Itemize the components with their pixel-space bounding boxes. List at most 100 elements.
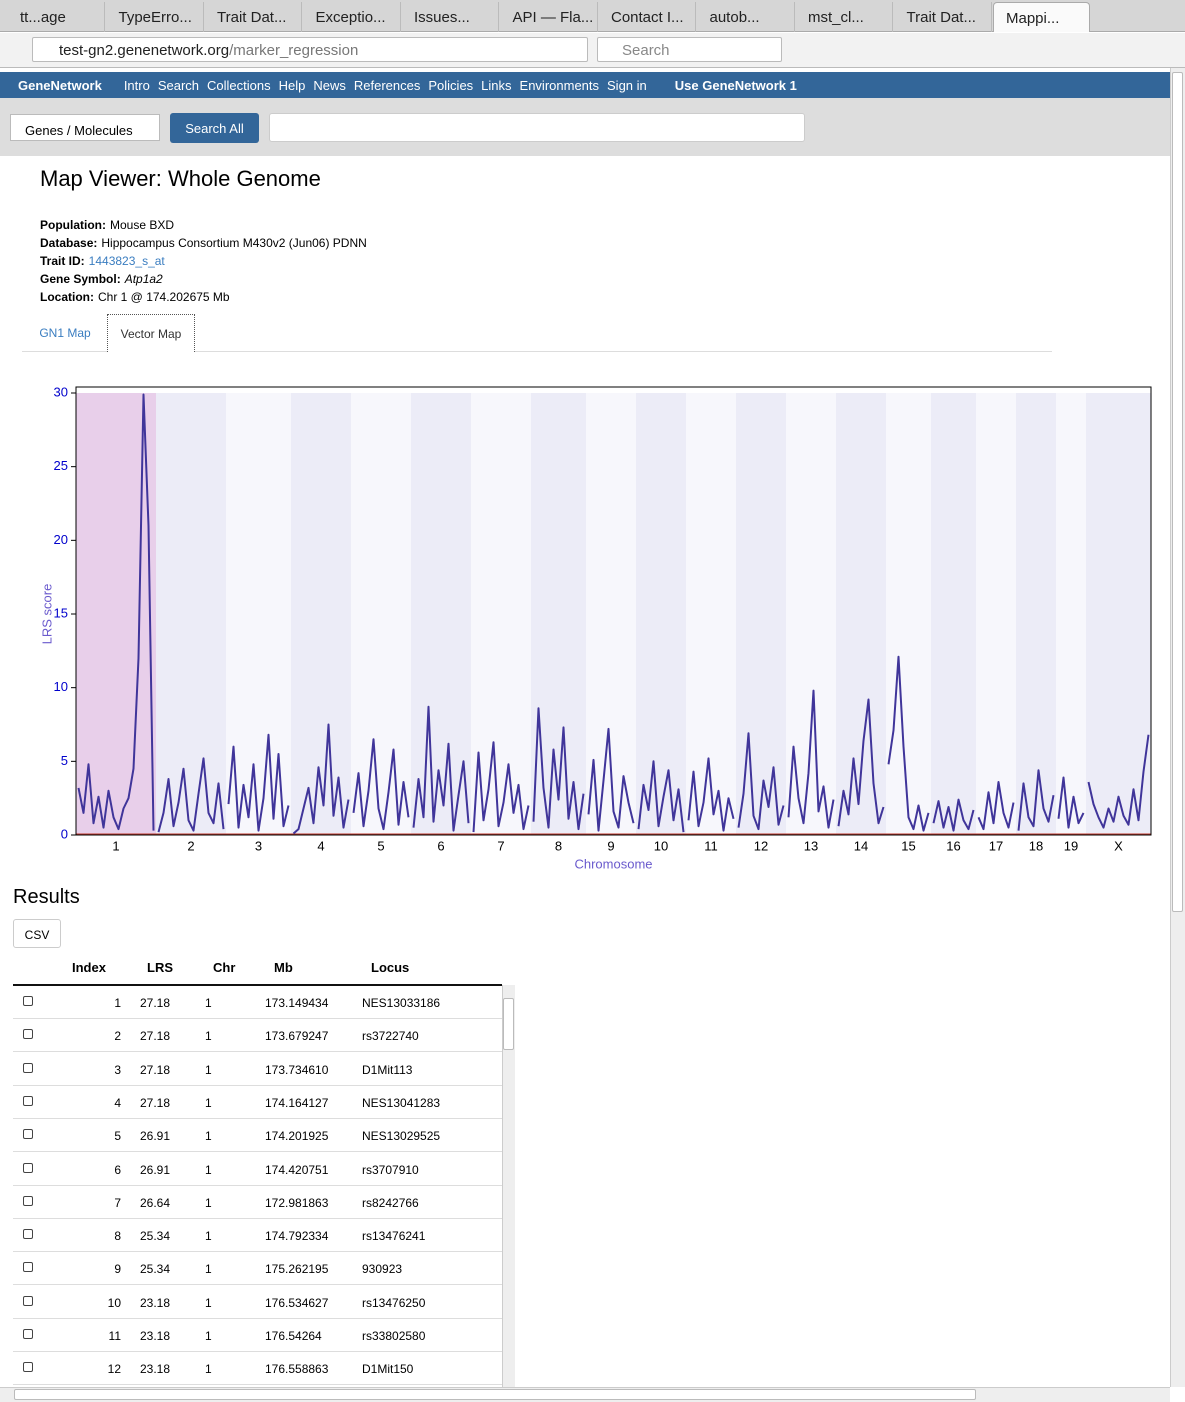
info-label: Location:	[40, 290, 94, 304]
info-value[interactable]: 1443823_s_at	[88, 254, 165, 268]
chromosome-band	[931, 393, 976, 835]
table-cell: 27.18	[140, 1029, 171, 1044]
nav-link[interactable]: Search	[157, 77, 200, 93]
url-box[interactable]: test-gn2.genenetwork.org/marker_regressi…	[32, 37, 588, 62]
lrs-line	[1057, 776, 1085, 829]
row-checkbox[interactable]	[23, 1362, 33, 1373]
chromosome-band	[686, 393, 736, 835]
lrs-line	[1087, 734, 1150, 829]
row-checkbox[interactable]	[23, 1062, 33, 1073]
browser-tab[interactable]: API — Fla...	[501, 2, 598, 32]
row-checkbox[interactable]	[23, 1129, 33, 1140]
browser-tab[interactable]: Issues...	[402, 2, 499, 32]
map-tab[interactable]: GN1 Map	[39, 326, 91, 340]
gn1-link[interactable]: Use GeneNetwork 1	[674, 77, 797, 93]
chart: 1 2 3 4 5 6 7 8 9 10 11 12 13 14 15 16 17 18 19 X0510152025…	[39, 384, 1152, 871]
column-header[interactable]: Mb	[274, 960, 293, 975]
table-cell: 1	[205, 1229, 212, 1244]
column-header[interactable]: Chr	[213, 960, 236, 975]
x-axis-label: Chromosome	[574, 856, 652, 871]
table-row	[13, 1152, 502, 1186]
horizontal-scroll-thumb[interactable]	[14, 1389, 976, 1400]
row-checkbox[interactable]	[23, 1295, 33, 1306]
column-header[interactable]: LRS	[147, 960, 173, 975]
y-tick-label: 25	[54, 458, 68, 473]
browser-tab[interactable]: TypeErro...	[107, 2, 204, 32]
table-cell: 1	[205, 1362, 212, 1377]
lrs-line	[532, 707, 585, 831]
browser-tab[interactable]: Trait Dat...	[895, 2, 992, 32]
column-header[interactable]: Locus	[371, 960, 410, 975]
row-checkbox[interactable]	[23, 1029, 33, 1040]
nav-link[interactable]: Help	[278, 77, 306, 93]
table-cell: NES13041283	[362, 1095, 441, 1110]
table-cell: 26.91	[140, 1129, 171, 1144]
csv-button[interactable]: CSV	[13, 919, 61, 948]
table-cell: 27.18	[140, 996, 171, 1010]
nav-link[interactable]: Environments	[519, 77, 600, 93]
nav-link[interactable]: Policies	[428, 77, 474, 93]
table-cell: D1Mit113	[362, 1062, 413, 1077]
nav-link[interactable]: References	[353, 77, 421, 93]
lrs-line	[932, 798, 975, 832]
browser-tab[interactable]: Exceptio...	[304, 2, 401, 32]
table-cell: 1	[205, 1262, 212, 1277]
browser-tab[interactable]: Trait Dat...	[205, 2, 302, 32]
x-tick-label: 11	[704, 838, 718, 853]
row-checkbox[interactable]	[23, 1195, 33, 1206]
row-checkbox[interactable]	[23, 1162, 33, 1173]
table-cell: 8	[114, 1229, 121, 1244]
nav-link[interactable]: Links	[481, 77, 512, 93]
table-cell: 10	[107, 1295, 121, 1310]
table-row	[13, 1252, 502, 1286]
browser-tab[interactable]: mst_cl...	[796, 2, 893, 32]
browser-search[interactable]: Search	[597, 37, 782, 62]
brand[interactable]: GeneNetwork	[18, 77, 102, 93]
y-tick-label: 15	[54, 605, 68, 620]
info-row: Population: Mouse BXD	[40, 218, 174, 232]
table-cell: 23.18	[140, 1362, 171, 1377]
table-cell: 174.164127	[265, 1095, 329, 1110]
info-row: Gene Symbol: Atp1a2	[40, 272, 163, 286]
table-cell: 176.558863	[265, 1362, 329, 1377]
browser-tab[interactable]: autob...	[698, 2, 795, 32]
nav-link[interactable]: Sign in	[607, 77, 647, 93]
browser-tab[interactable]: Mappi...	[993, 2, 1090, 32]
search-button[interactable]: Search All	[170, 113, 259, 143]
table-cell: 1	[205, 1062, 212, 1077]
row-checkbox[interactable]	[23, 1262, 33, 1273]
info-label: Gene Symbol:	[40, 272, 121, 286]
table-cell: 174.420751	[265, 1162, 329, 1177]
chromosome-band	[226, 393, 291, 835]
x-tick-label: 17	[989, 838, 1003, 853]
column-header[interactable]: Index	[72, 960, 106, 975]
nav-link[interactable]: Intro	[123, 77, 150, 93]
map-tab-active[interactable]: Vector Map	[107, 314, 195, 352]
search-input[interactable]	[269, 113, 805, 142]
table-scrollbar[interactable]	[502, 985, 515, 1387]
row-checkbox[interactable]	[23, 1095, 33, 1106]
page-scroll-thumb[interactable]	[1172, 72, 1183, 912]
table-cell: rs8242766	[362, 1195, 419, 1210]
table-cell: 7	[114, 1195, 121, 1210]
table-cell: 1	[205, 996, 212, 1010]
x-tick-label: 2	[187, 838, 194, 853]
row-checkbox[interactable]	[23, 996, 33, 1006]
nav-link[interactable]: Collections	[207, 77, 271, 93]
chromosome-band	[636, 393, 686, 835]
search-select[interactable]: Genes / Molecules	[10, 114, 160, 141]
table-cell: 3	[114, 1062, 121, 1077]
nav-link[interactable]: News	[313, 77, 346, 93]
browser-tab[interactable]: Contact I...	[599, 2, 696, 32]
table-scroll-thumb[interactable]	[503, 998, 514, 1050]
row-checkbox[interactable]	[23, 1329, 33, 1339]
info-value: Hippocampus Consortium M430v2 (Jun06) PD…	[101, 236, 367, 250]
table-row	[13, 1285, 502, 1319]
info-value: Chr 1 @ 174.202675 Mb	[98, 290, 230, 304]
chromosome-band	[1016, 393, 1056, 835]
table-cell: 173.149434	[265, 996, 329, 1010]
row-checkbox[interactable]	[23, 1229, 33, 1240]
browser-tab[interactable]: tt...age	[8, 2, 105, 32]
lrs-line	[687, 757, 735, 832]
